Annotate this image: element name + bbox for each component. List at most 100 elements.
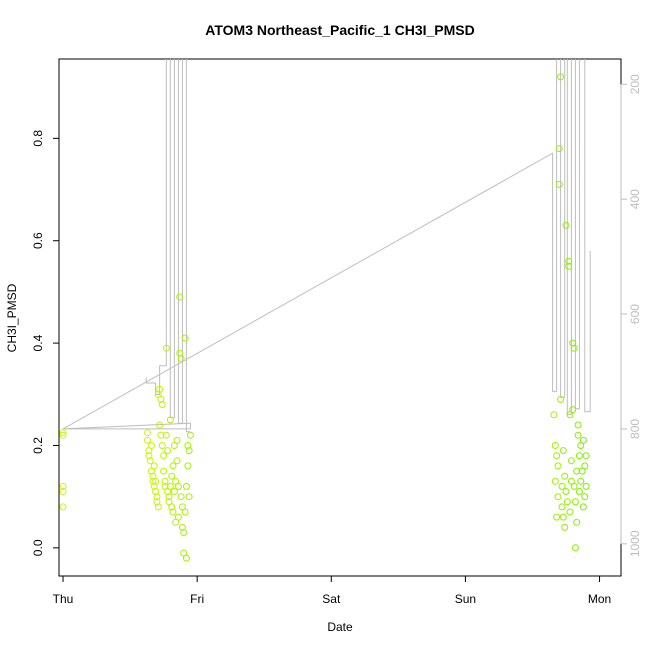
- data-point: [177, 493, 185, 501]
- data-point: [579, 436, 587, 444]
- data-point: [157, 431, 165, 439]
- secondary-y-tick-label: 800: [628, 419, 642, 439]
- secondary-y-tick-label: 1000: [628, 530, 642, 557]
- data-point: [577, 477, 585, 485]
- data-point: [146, 457, 154, 465]
- data-point: [581, 462, 589, 470]
- data-point: [168, 472, 176, 480]
- data-point: [150, 462, 158, 470]
- data-point: [144, 436, 151, 444]
- data-point: [551, 477, 559, 485]
- data-point: [562, 221, 570, 229]
- data-point: [554, 493, 562, 501]
- data-point: [575, 488, 583, 495]
- data-point: [557, 395, 565, 403]
- data-point: [181, 334, 189, 342]
- data-point: [567, 457, 575, 465]
- data-point: [145, 452, 153, 460]
- data-point: [582, 452, 590, 460]
- data-point: [152, 477, 160, 485]
- y-tick-label: 0.6: [31, 232, 45, 249]
- data-point: [156, 385, 164, 393]
- chart-title: ATOM3 Northeast_Pacific_1 CH3I_PMSD: [205, 22, 474, 38]
- data-point: [164, 447, 172, 455]
- data-point: [559, 447, 567, 455]
- data-point: [158, 401, 166, 408]
- data-point: [150, 482, 158, 490]
- data-point: [575, 452, 583, 460]
- data-point: [59, 503, 67, 511]
- data-point: [555, 145, 563, 153]
- data-point: [160, 467, 168, 475]
- data-point: [184, 462, 192, 470]
- data-point: [152, 488, 160, 495]
- data-point: [573, 467, 581, 475]
- secondary-y-tick-label: 600: [628, 304, 642, 324]
- x-axis-label: Date: [327, 620, 353, 634]
- data-point: [582, 482, 590, 490]
- data-point: [162, 431, 170, 439]
- data-point: [571, 498, 579, 506]
- data-point: [169, 462, 177, 470]
- data-point: [559, 513, 567, 521]
- x-tick-label: Sun: [455, 592, 476, 606]
- data-point: [554, 462, 562, 470]
- data-point: [182, 482, 190, 490]
- data-point: [181, 508, 189, 516]
- x-tick-label: Sat: [322, 592, 341, 606]
- depth-trace-line: [62, 59, 591, 430]
- data-point: [161, 477, 169, 485]
- data-point: [162, 344, 170, 352]
- data-point: [157, 395, 165, 403]
- data-point: [169, 508, 177, 516]
- data-point: [557, 73, 565, 81]
- data-point: [173, 436, 181, 444]
- data-point: [182, 554, 190, 562]
- data-point: [59, 431, 67, 439]
- data-point: [570, 482, 578, 490]
- x-tick-label: Thu: [53, 592, 74, 606]
- data-point: [180, 529, 188, 536]
- data-point: [574, 421, 582, 429]
- data-point: [153, 498, 161, 506]
- data-point: [153, 493, 161, 501]
- data-point: [561, 472, 569, 480]
- secondary-y-tick-label: 200: [628, 74, 642, 94]
- data-point: [555, 180, 563, 188]
- data-point: [156, 421, 164, 429]
- depth-trace-line: [145, 59, 191, 433]
- series-layer: [59, 59, 591, 562]
- data-point: [177, 355, 185, 362]
- data-point: [154, 503, 162, 511]
- data-point: [158, 442, 166, 449]
- data-point: [570, 344, 578, 352]
- data-point: [185, 493, 193, 501]
- data-point: [149, 477, 157, 485]
- data-point: [148, 442, 155, 449]
- data-point: [569, 406, 577, 414]
- y-tick-label: 0.0: [31, 539, 45, 556]
- y-tick-label: 0.2: [31, 437, 45, 454]
- data-point: [165, 493, 173, 501]
- data-point: [166, 482, 174, 490]
- data-point: [569, 339, 577, 347]
- data-point: [553, 452, 561, 460]
- data-point: [160, 452, 168, 460]
- x-tick-label: Fri: [190, 592, 204, 606]
- data-point: [59, 429, 67, 437]
- y-tick-label: 0.4: [31, 334, 45, 351]
- data-point: [184, 442, 192, 449]
- data-point: [170, 488, 178, 495]
- data-point: [178, 523, 186, 531]
- data-point: [173, 457, 181, 465]
- y-axis-label: CH3I_PMSD: [5, 283, 19, 352]
- data-point: [186, 431, 194, 439]
- data-point: [561, 523, 569, 531]
- secondary-y-tick-label: 400: [628, 189, 642, 209]
- data-point: [174, 513, 182, 521]
- data-point: [558, 482, 566, 490]
- data-point: [571, 544, 579, 552]
- data-point: [566, 508, 574, 516]
- data-point: [176, 293, 184, 301]
